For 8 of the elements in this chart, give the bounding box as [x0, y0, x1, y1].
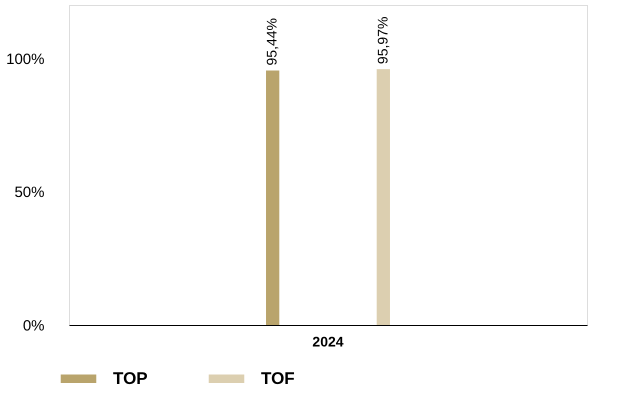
y-tick-label: 100% — [6, 50, 44, 68]
legend-label: TOF — [261, 368, 295, 388]
data-label: 95,44% — [264, 18, 280, 66]
x-tick-label: 2024 — [312, 334, 344, 350]
y-tick-label: 50% — [14, 184, 44, 202]
legend-label: TOP — [113, 368, 148, 388]
y-tick-label: 0% — [22, 318, 44, 334]
data-label: 95,97% — [374, 16, 390, 64]
